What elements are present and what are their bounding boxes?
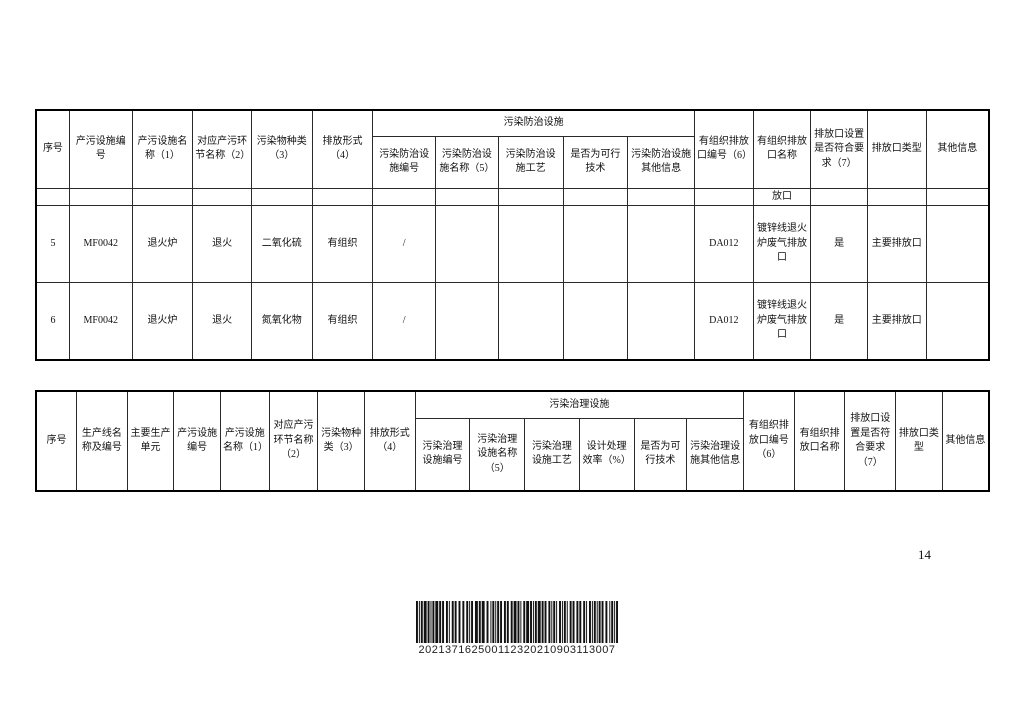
col-header-pollutant-type: 污染物种类（3）	[250, 109, 313, 189]
table1-header-row-2: 污染防治设施编号 污染防治设施名称（5） 污染防治设施工艺 是否为可行技术 污染…	[36, 135, 989, 189]
col-header-feasible-tech: 是否为可行技术	[562, 135, 629, 189]
table-cell: 镀锌线退火炉废气排放口	[752, 205, 812, 283]
table2-header-row-1: 序号 生产线名称及编号 主要生产单元 产污设施编号 产污设施名称（1） 对应产污…	[35, 390, 990, 492]
col-header-outlet-name: 有组织排放口名称	[793, 390, 846, 492]
col-header-facility-code: 产污设施编号	[173, 390, 221, 492]
page-number: 14	[918, 547, 931, 562]
table-cell: 5	[35, 205, 70, 283]
col-header-seq: 序号	[35, 109, 70, 189]
barcode-image	[416, 601, 618, 643]
table-cell	[131, 187, 194, 206]
table-cell: /	[372, 282, 437, 360]
col-header-outlet-code: 有组织排放口编号（6）	[694, 109, 754, 189]
col-header-facility-code: 产污设施编号	[68, 109, 133, 189]
table-cell: 镀锌线退火炉废气排放口	[752, 282, 812, 360]
table-cell-outlet-name-continued: 放口	[752, 187, 812, 206]
pollution-treatment-table: 序号 生产线名称及编号 主要生产单元 产污设施编号 产污设施名称（1） 对应产污…	[35, 390, 990, 492]
table1-partial-row: 放口	[35, 187, 990, 206]
col-header-outlet-name: 有组织排放口名称	[752, 109, 812, 189]
col-header-treat-name: 污染治理设施名称（5）	[469, 417, 526, 492]
table-cell	[925, 187, 990, 206]
col-header-design-eff: 设计处理效率（%）	[578, 417, 635, 492]
col-header-treat-process: 污染治理设施工艺	[524, 417, 580, 492]
table-cell	[810, 187, 868, 206]
col-header-control-other: 污染防治设施其他信息	[627, 135, 695, 189]
col-header-outlet-type: 排放口类型	[866, 109, 927, 189]
table-cell	[627, 187, 695, 206]
table2-header-row-2: 污染治理设施编号 污染治理设施名称（5） 污染治理设施工艺 设计处理效率（%） …	[36, 417, 989, 492]
table-cell: 6	[35, 282, 70, 360]
table-cell: 退火	[192, 282, 252, 360]
col-header-line-name: 生产线名称及编号	[76, 390, 128, 492]
col-header-process-name: 对应产污环节名称（2）	[268, 390, 319, 492]
table-cell	[627, 205, 695, 283]
col-header-seq: 序号	[35, 390, 78, 492]
col-header-facility-name: 产污设施名称（1）	[131, 109, 194, 189]
barcode-number: 202137162500112320210903113007	[418, 644, 616, 656]
col-header-feasible-tech: 是否为可行技术	[633, 417, 688, 492]
table1-row-5: 5 MF0042 退火炉 退火 二氧化硫 有组织 / DA012 镀锌线退火炉废…	[35, 205, 990, 283]
col-header-discharge-form: 排放形式（4）	[311, 109, 374, 189]
table-cell: 退火炉	[131, 282, 194, 360]
table-cell	[694, 187, 754, 206]
col-header-process-name: 对应产污环节名称（2）	[192, 109, 252, 189]
table-cell	[372, 187, 437, 206]
table-cell: 二氧化硫	[250, 205, 313, 283]
col-header-control-process: 污染防治设施工艺	[497, 135, 564, 189]
table-cell: MF0042	[68, 205, 133, 283]
table1-header-row-1: 序号 产污设施编号 产污设施名称（1） 对应产污环节名称（2） 污染物种类（3）…	[35, 109, 990, 189]
table-cell	[562, 282, 629, 360]
table-cell: MF0042	[68, 282, 133, 360]
col-header-outlet-code: 有组织排放口编号（6）	[743, 390, 795, 492]
group-header-pollution-prevention: 污染防治设施	[372, 109, 695, 137]
table-cell	[497, 282, 564, 360]
table-cell	[35, 187, 70, 206]
col-header-other-info: 其他信息	[925, 109, 990, 189]
col-header-pollutant-type: 污染物种类（3）	[317, 390, 365, 492]
table1-row-6: 6 MF0042 退火炉 退火 氮氧化物 有组织 / DA012 镀锌线退火炉废…	[35, 282, 990, 360]
pollution-prevention-table: 序号 产污设施编号 产污设施名称（1） 对应产污环节名称（2） 污染物种类（3）…	[35, 109, 990, 361]
table-cell	[497, 205, 564, 283]
table-cell	[435, 187, 499, 206]
col-header-outlet-type: 排放口类型	[895, 390, 943, 492]
table-cell: 氮氧化物	[250, 282, 313, 360]
table-cell: 退火	[192, 205, 252, 283]
table-cell	[250, 187, 313, 206]
col-header-outlet-compliant: 排放口设置是否符合要求（7）	[844, 390, 897, 492]
table-cell: DA012	[694, 282, 754, 360]
table-cell	[866, 187, 927, 206]
col-header-control-code: 污染防治设施编号	[372, 135, 437, 189]
col-header-other-info: 其他信息	[941, 390, 990, 492]
col-header-discharge-form: 排放形式（4）	[363, 390, 416, 492]
col-header-control-name: 污染防治设施名称（5）	[435, 135, 499, 189]
col-header-outlet-compliant: 排放口设置是否符合要求（7）	[810, 109, 868, 189]
table-cell	[627, 282, 695, 360]
table-cell	[192, 187, 252, 206]
table-cell	[435, 282, 499, 360]
col-header-treat-other: 污染治理设施其他信息	[686, 417, 745, 492]
table-cell	[562, 187, 629, 206]
table-cell	[925, 205, 990, 283]
col-header-facility-name: 产污设施名称（1）	[219, 390, 270, 492]
table-cell	[435, 205, 499, 283]
table-cell: 是	[810, 282, 868, 360]
table-cell: 是	[810, 205, 868, 283]
table-cell	[562, 205, 629, 283]
col-header-treat-code: 污染治理设施编号	[414, 417, 471, 492]
table-cell: DA012	[694, 205, 754, 283]
table-cell	[68, 187, 133, 206]
table-cell	[497, 187, 564, 206]
table-cell: 主要排放口	[866, 282, 927, 360]
barcode: 202137162500112320210903113007	[416, 601, 618, 656]
table-cell: /	[372, 205, 437, 283]
table-cell	[925, 282, 990, 360]
table-cell	[311, 187, 374, 206]
group-header-pollution-treatment: 污染治理设施	[414, 390, 745, 419]
table-cell: 有组织	[311, 282, 374, 360]
table-cell: 有组织	[311, 205, 374, 283]
col-header-prod-unit: 主要生产单元	[126, 390, 175, 492]
table-cell: 主要排放口	[866, 205, 927, 283]
table-cell: 退火炉	[131, 205, 194, 283]
